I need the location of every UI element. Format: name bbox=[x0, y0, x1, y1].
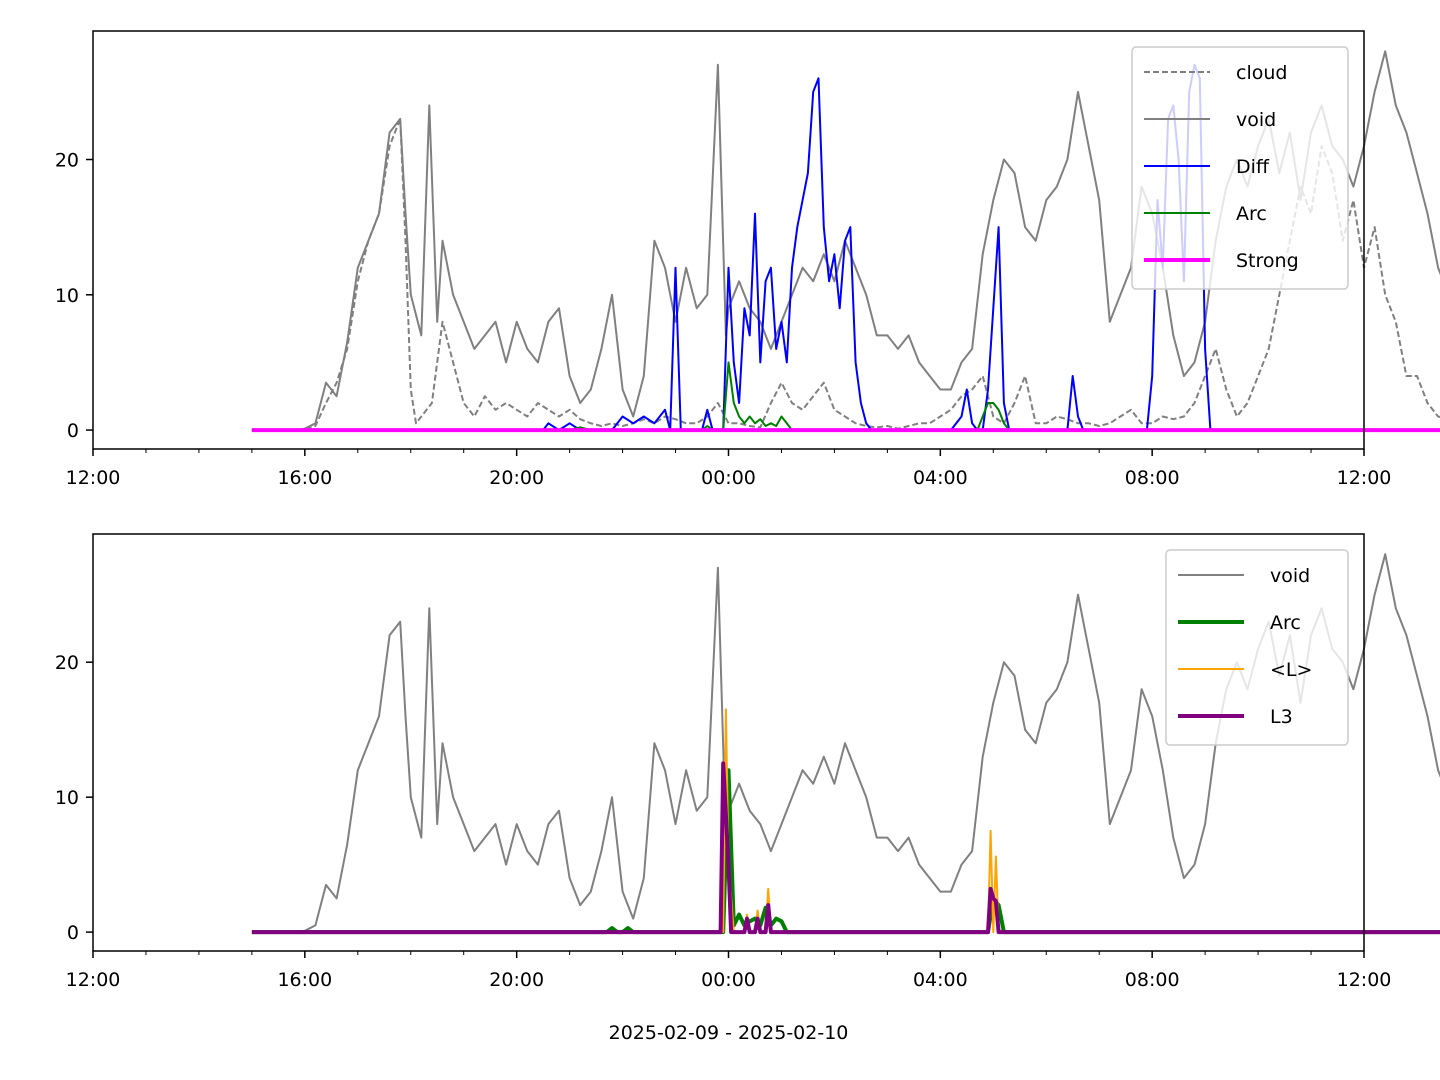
legend-label: <L> bbox=[1270, 659, 1312, 681]
x-tick-label: 16:00 bbox=[277, 969, 332, 991]
x-tick-label: 12:00 bbox=[66, 467, 121, 489]
legend-box bbox=[1165, 549, 1349, 746]
series-line-cloud bbox=[251, 117, 1440, 432]
legend-label: Strong bbox=[1236, 250, 1299, 272]
x-tick-label: 04:00 bbox=[913, 969, 968, 991]
legend-label: Diff bbox=[1236, 156, 1270, 178]
legend-label: void bbox=[1236, 109, 1276, 131]
y-tick-label: 0 bbox=[67, 420, 79, 442]
series-line-arc bbox=[251, 768, 1440, 935]
bottom-chart: 12:00 16:00 20:00 00:00 04:00 08:00 12:00 0 10 20… bbox=[55, 533, 1440, 1044]
x-tick-label: 08:00 bbox=[1125, 467, 1180, 489]
legend-label: void bbox=[1270, 565, 1310, 587]
series-line-arc bbox=[251, 361, 1440, 432]
x-tick-label: 20:00 bbox=[489, 467, 544, 489]
y-tick-label: 20 bbox=[55, 150, 79, 172]
legend-label: cloud bbox=[1236, 62, 1287, 84]
legend-label: L3 bbox=[1270, 706, 1293, 728]
legend: cloud void Diff Arc Strong bbox=[1131, 46, 1349, 290]
x-tick-label: 16:00 bbox=[277, 467, 332, 489]
series-line-l3 bbox=[251, 761, 1440, 935]
x-tick-label: 12:00 bbox=[66, 969, 121, 991]
legend: void Arc <L> L3 bbox=[1165, 549, 1349, 746]
x-tick-label: 04:00 bbox=[913, 467, 968, 489]
y-tick-label: 10 bbox=[55, 285, 79, 307]
x-tick-label: 00:00 bbox=[701, 467, 756, 489]
x-tick-label: 08:00 bbox=[1125, 969, 1180, 991]
top-chart: 12:00 16:00 20:00 00:00 04:00 08:00 12:00 0 10 20… bbox=[55, 30, 1440, 489]
legend-label: Arc bbox=[1270, 612, 1301, 634]
y-tick-label: 0 bbox=[67, 922, 79, 944]
x-tick-label: 12:00 bbox=[1337, 969, 1392, 991]
x-tick-label: 20:00 bbox=[489, 969, 544, 991]
x-axis-label: 2025-02-09 - 2025-02-10 bbox=[609, 1022, 849, 1044]
y-tick-label: 20 bbox=[55, 652, 79, 674]
legend-label: Arc bbox=[1236, 203, 1267, 225]
legend-box bbox=[1131, 46, 1349, 290]
x-tick-label: 00:00 bbox=[701, 969, 756, 991]
y-tick-label: 10 bbox=[55, 787, 79, 809]
x-tick-label: 12:00 bbox=[1337, 467, 1392, 489]
